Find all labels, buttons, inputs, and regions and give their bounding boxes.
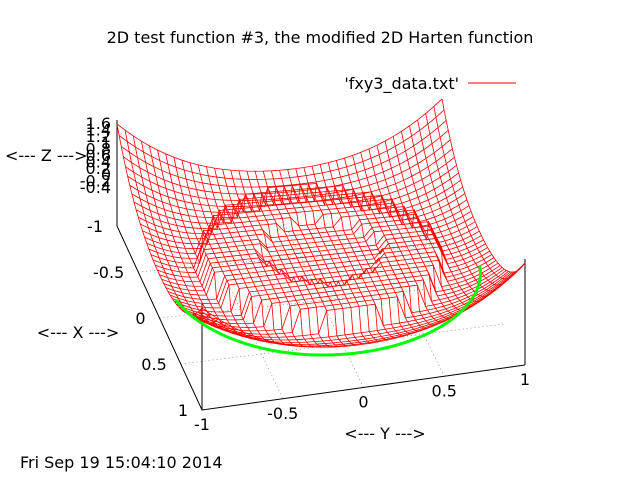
y-tick-label: 0.5 — [432, 381, 457, 400]
mesh-col-15 — [238, 170, 324, 348]
mesh-col-25 — [319, 164, 404, 337]
mesh-col-11 — [205, 166, 291, 346]
mesh-col-31 — [368, 148, 453, 319]
timestamp-footer: Fri Sep 19 15:04:10 2014 — [20, 453, 223, 472]
y-tick-label: -0.5 — [267, 404, 298, 423]
surface-mesh — [116, 98, 526, 357]
mesh-col-16 — [246, 171, 332, 348]
x-axis-label: <--- X ---> — [37, 323, 120, 342]
legend-label: 'fxy3_data.txt' — [344, 74, 459, 94]
mesh-col-20 — [279, 170, 364, 345]
mesh-col-6 — [165, 153, 251, 338]
mesh-col-8 — [181, 160, 267, 342]
mesh-col-29 — [352, 155, 437, 326]
x-tick-label: -1 — [87, 217, 103, 236]
y-tick-label: 1 — [520, 370, 530, 389]
mesh-col-5 — [157, 150, 243, 335]
z-axis-label: <--- Z ---> — [5, 146, 88, 165]
tick-labels: -1-0.500.51-1-0.500.511.61.41.210.80.60.… — [80, 114, 530, 434]
mesh-col-37 — [417, 119, 502, 292]
y-tick-label: -1 — [194, 415, 210, 434]
z-tick-label: 1.6 — [86, 114, 111, 133]
mesh-col-9 — [189, 162, 275, 344]
mesh-col-2 — [132, 135, 219, 324]
mesh-col-17 — [254, 171, 340, 348]
mesh-col-39 — [433, 106, 518, 280]
z-tick-label: 0.6 — [86, 146, 111, 165]
x-tick-label: 0 — [135, 309, 145, 328]
mesh-row-0 — [116, 98, 443, 172]
mesh-col-30 — [360, 152, 445, 323]
mesh-col-27 — [335, 160, 421, 332]
x-tick-label: 0.5 — [141, 355, 166, 374]
chart-title: 2D test function #3, the modified 2D Har… — [107, 28, 534, 47]
mesh-col-4 — [149, 145, 235, 332]
mesh-col-14 — [230, 170, 316, 348]
z-tick-label: -0.2 — [80, 172, 111, 191]
z-tick-label: 1.4 — [86, 120, 111, 139]
z-tick-label: 0.8 — [86, 140, 111, 159]
mesh-col-13 — [222, 169, 307, 348]
mesh-col-7 — [173, 157, 259, 340]
mesh-row-2 — [121, 120, 447, 188]
mesh-col-22 — [295, 168, 380, 342]
mesh-col-40 — [441, 98, 526, 273]
mesh-col-3 — [140, 141, 227, 328]
mesh-col-38 — [425, 113, 510, 286]
x-tick-label: -0.5 — [93, 263, 124, 282]
z-tick-label: 0.2 — [86, 159, 111, 178]
mesh-col-26 — [327, 162, 412, 335]
mesh-col-34 — [392, 136, 477, 307]
mesh-col-10 — [197, 164, 283, 345]
mesh-col-18 — [262, 171, 348, 347]
z-tick-label: -0.4 — [80, 178, 111, 197]
mesh-col-21 — [287, 169, 372, 344]
base-grid — [138, 207, 505, 399]
underside-rim — [174, 265, 482, 357]
mesh-col-32 — [376, 145, 461, 316]
mesh-col-24 — [311, 166, 396, 339]
z-tick-label: 0 — [101, 165, 111, 184]
mesh-col-36 — [409, 125, 493, 297]
y-tick-label: 0 — [358, 393, 368, 412]
x-tick-label: 1 — [178, 401, 188, 420]
mesh-col-12 — [214, 168, 299, 347]
y-axis-label: <--- Y ---> — [344, 424, 425, 443]
z-tick-label: 1 — [101, 133, 111, 152]
z-tick-label: 0.4 — [86, 152, 111, 171]
mesh-col-19 — [270, 170, 356, 346]
mesh-col-28 — [344, 158, 429, 329]
z-tick-label: 1.2 — [86, 127, 111, 146]
